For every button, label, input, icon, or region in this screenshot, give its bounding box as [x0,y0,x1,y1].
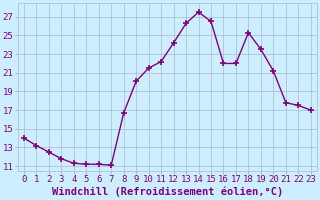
X-axis label: Windchill (Refroidissement éolien,°C): Windchill (Refroidissement éolien,°C) [52,187,283,197]
